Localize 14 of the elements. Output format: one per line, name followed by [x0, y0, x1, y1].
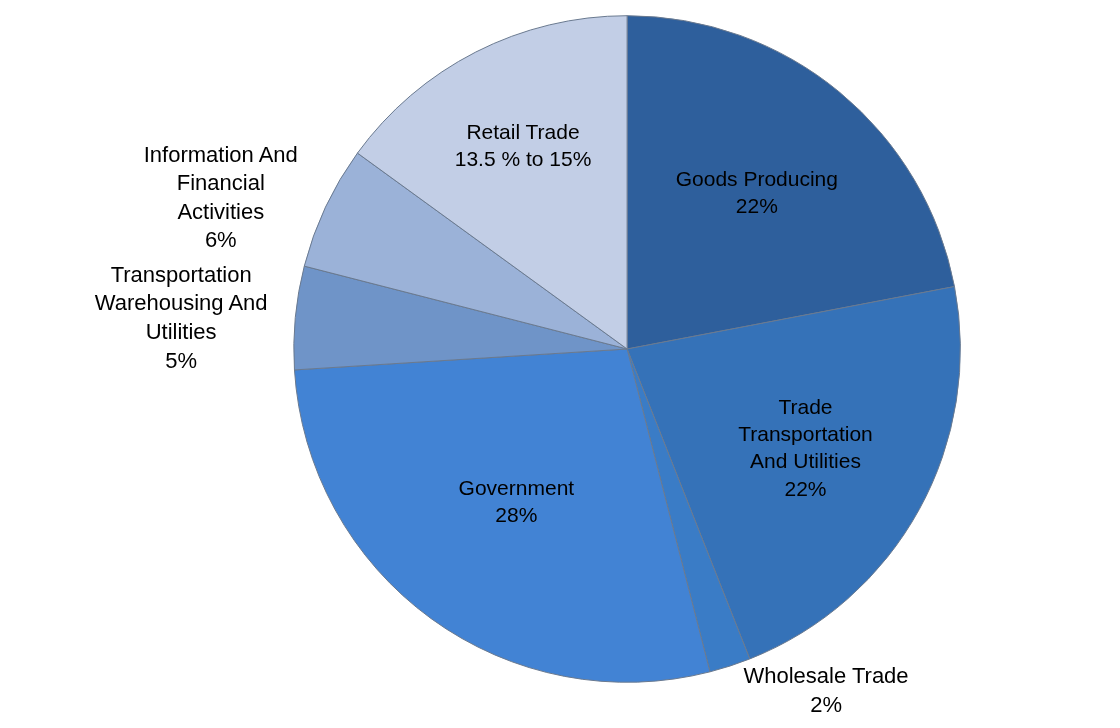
- data-label: 22%: [784, 476, 827, 500]
- slice-label: Transportation Warehousing And Utilities: [94, 261, 268, 344]
- data-label: 28%: [495, 503, 538, 527]
- data-label: 6%: [204, 227, 237, 253]
- slice-label: Retail Trade: [466, 119, 580, 143]
- data-label: 22%: [735, 194, 778, 218]
- slice-label: Trade Transportation And Utilities: [738, 394, 873, 473]
- data-label: 5%: [165, 347, 198, 373]
- slice-label: Information And Financial Activities: [143, 141, 298, 224]
- data-label: 2%: [810, 692, 842, 718]
- slice-label: Government: [458, 476, 575, 500]
- slice-label: Wholesale Trade: [743, 663, 909, 689]
- slice-label: Goods Producing: [675, 167, 838, 191]
- data-label: 13.5 % to 15%: [454, 146, 592, 170]
